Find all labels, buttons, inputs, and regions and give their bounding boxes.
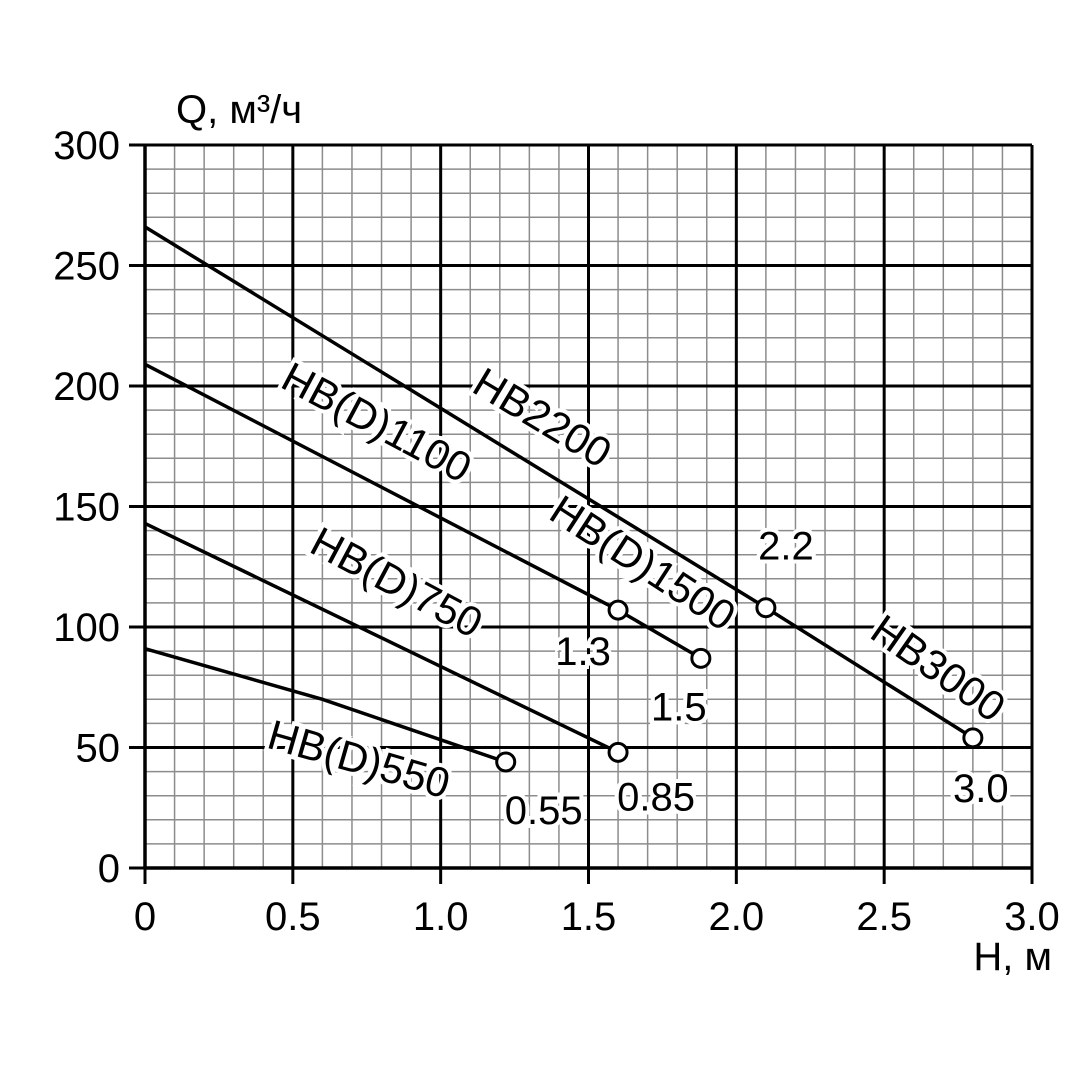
x-tick-label: 1.0 xyxy=(413,895,469,939)
series-line xyxy=(764,606,974,740)
y-tick-label: 0 xyxy=(98,847,120,891)
series-end-marker xyxy=(495,751,517,773)
x-tick-label: 0 xyxy=(134,895,156,939)
y-tick-label: 150 xyxy=(53,486,120,530)
series-end-label: 0.85 xyxy=(617,775,695,819)
series-name-label: HB(D)1500 xyxy=(542,486,744,640)
x-axis-title: H, м xyxy=(973,935,1052,979)
series-line xyxy=(144,225,767,610)
x-tick-label: 3.0 xyxy=(1004,895,1060,939)
series-end-label: 2.2 xyxy=(758,525,814,569)
x-tick-label: 2.5 xyxy=(856,895,912,939)
x-tick-label: 2.0 xyxy=(709,895,765,939)
series-labels: HB22002.2HB30003.0HB(D)11001.3HB(D)15001… xyxy=(259,349,1018,837)
series-line xyxy=(617,608,702,660)
series-end-label: 1.3 xyxy=(555,630,611,674)
tick-labels: 0 0.5 1.0 1.5 2.0 2.5 3.0 0 50 100 150 200 250 300 xyxy=(53,124,1060,939)
y-tick-label: 200 xyxy=(53,365,120,409)
series-end-label: 3.0 xyxy=(953,767,1009,811)
series-end-label: 1.5 xyxy=(651,685,707,729)
series-line xyxy=(144,521,619,754)
x-tick-label: 1.5 xyxy=(561,895,617,939)
grid-major xyxy=(145,143,1034,868)
series-end-marker xyxy=(607,599,629,621)
axes xyxy=(129,143,1034,884)
y-tick-label: 250 xyxy=(53,245,120,289)
series-lines xyxy=(144,225,974,764)
series-end-marker xyxy=(690,647,712,669)
series-line xyxy=(144,647,507,764)
series-end-marker xyxy=(755,597,777,619)
y-tick-label: 100 xyxy=(53,606,120,650)
y-tick-label: 50 xyxy=(76,727,121,771)
series-end-marker xyxy=(607,741,629,763)
y-axis-title: Q, м³/ч xyxy=(176,88,302,132)
x-tick-label: 0.5 xyxy=(265,895,321,939)
series-end-marker xyxy=(962,727,984,749)
series-markers xyxy=(495,597,984,773)
series-line xyxy=(144,362,619,612)
series-end-label: 0.55 xyxy=(505,789,583,833)
series-name-label: HB(D)1100 xyxy=(274,353,479,492)
y-tick-label: 300 xyxy=(53,124,120,168)
